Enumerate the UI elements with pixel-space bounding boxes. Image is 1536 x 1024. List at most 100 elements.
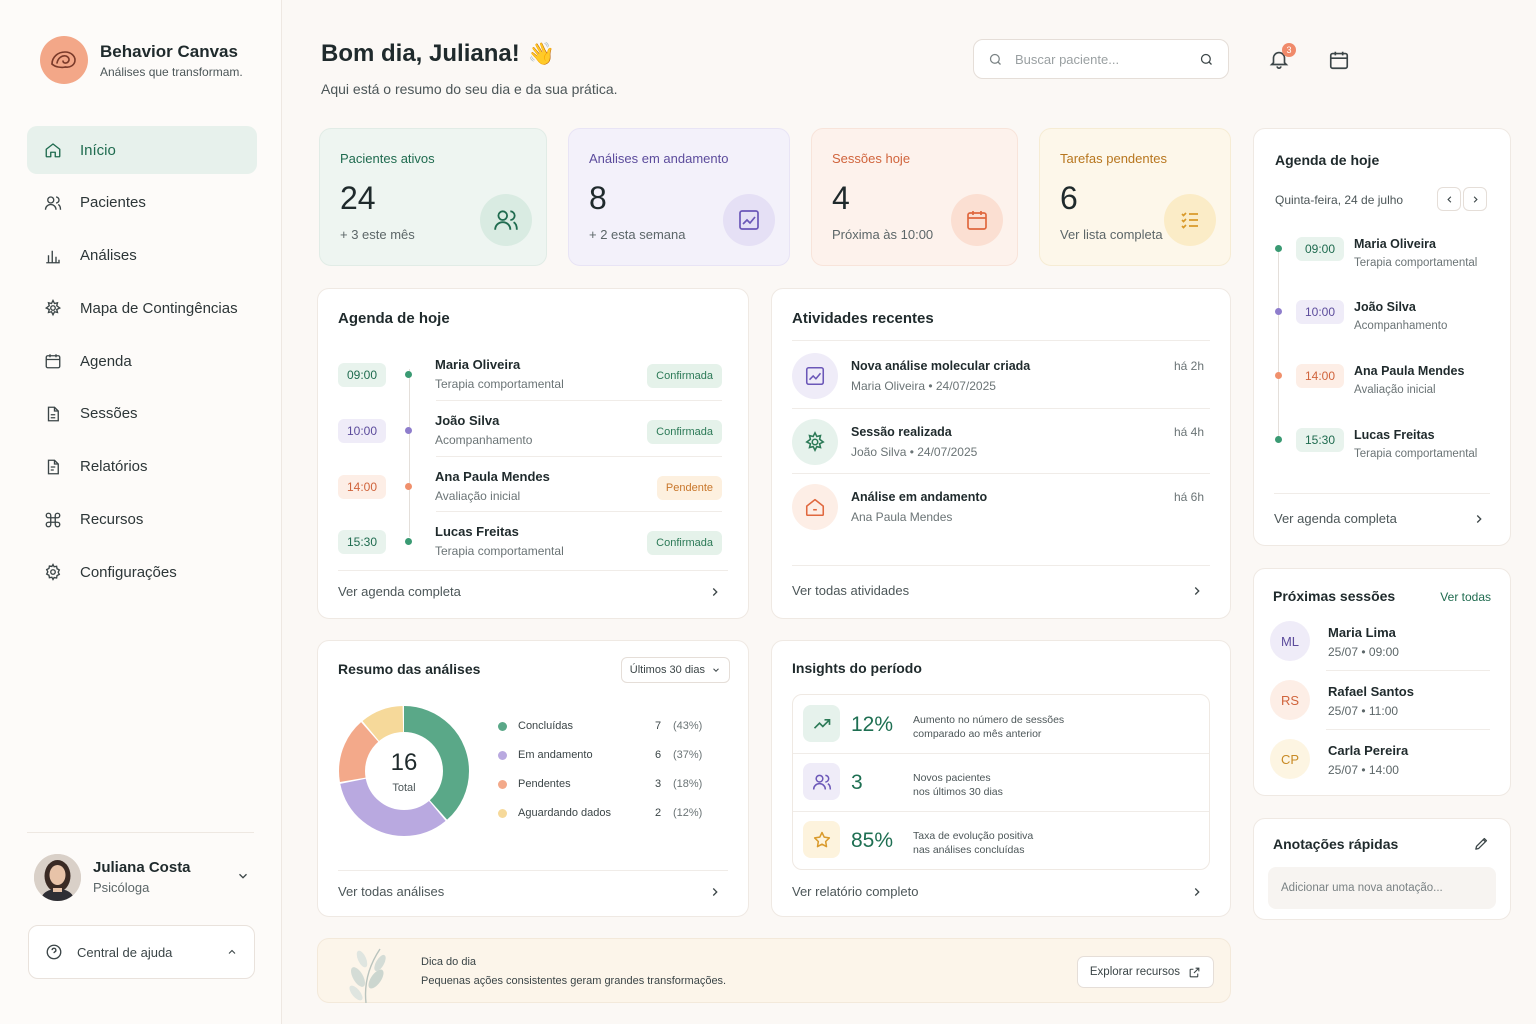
- timeline-dot: [405, 427, 412, 434]
- chevron-right-icon: [1472, 512, 1486, 526]
- patient-name: Ana Paula Mendes: [435, 469, 550, 484]
- stat-value: 4: [832, 180, 850, 216]
- explore-resources-button[interactable]: Explorar recursos: [1076, 956, 1214, 988]
- search-submit-icon[interactable]: [1199, 52, 1214, 67]
- period-select[interactable]: Últimos 30 dias: [620, 657, 730, 683]
- insight-line: Aumento no número de sessões: [913, 714, 1065, 726]
- search-box[interactable]: [973, 39, 1229, 79]
- agenda-row[interactable]: 09:00 Maria Oliveira Terapia comportamen…: [338, 357, 722, 411]
- agenda-row[interactable]: 15:30 Lucas Freitas Terapia comportament…: [1274, 426, 1490, 476]
- link-label: Ver todas análises: [338, 884, 445, 899]
- session-item[interactable]: ML Maria Lima 25/07 • 09:00: [1270, 621, 1490, 665]
- tip-banner: Dica do dia Pequenas ações consistentes …: [317, 938, 1231, 1003]
- nav-item-recursos[interactable]: Recursos: [27, 496, 257, 544]
- stat-value: 6: [1060, 180, 1078, 216]
- patient-name: Maria Oliveira: [1354, 237, 1436, 251]
- agenda-row[interactable]: 14:00 Ana Paula Mendes Avaliação inicial…: [338, 469, 722, 523]
- session-type: Terapia comportamental: [1354, 448, 1478, 460]
- stat-card-analyses[interactable]: Análises em andamento 8 + 2 esta semana: [568, 128, 790, 266]
- nav-label: Agenda: [80, 352, 132, 370]
- report-icon: [43, 457, 63, 477]
- flower-gear-icon: [792, 419, 838, 465]
- stat-value: 8: [589, 180, 607, 216]
- stat-card-patients[interactable]: Pacientes ativos 24 + 3 este mês: [319, 128, 547, 266]
- nav-item-sessoes[interactable]: Sessões: [27, 390, 257, 438]
- users-icon: [43, 193, 63, 213]
- nav-item-inicio[interactable]: Início: [27, 126, 257, 174]
- view-all-sessions-link[interactable]: Ver todas: [1440, 590, 1491, 604]
- legend-value: 2: [655, 807, 662, 819]
- view-full-agenda-link[interactable]: Ver agenda completa: [338, 584, 722, 599]
- search-input[interactable]: [1015, 51, 1185, 67]
- patient-name: Carla Pereira: [1328, 743, 1409, 758]
- divider: [1326, 729, 1490, 730]
- view-full-agenda-link[interactable]: Ver agenda completa: [1274, 511, 1486, 526]
- brand[interactable]: Behavior Canvas Análises que transformam…: [40, 36, 243, 84]
- view-all-analyses-link[interactable]: Ver todas análises: [338, 884, 722, 899]
- nav-label: Início: [80, 141, 116, 159]
- command-icon: [43, 510, 63, 530]
- time-pill: 15:30: [1296, 428, 1344, 452]
- agenda-row[interactable]: 10:00 João Silva Acompanhamento Confirma…: [338, 413, 722, 467]
- document-icon: [43, 404, 63, 424]
- legend-label: Pendentes: [518, 778, 571, 790]
- stat-card-tasks[interactable]: Tarefas pendentes 6 Ver lista completa: [1039, 128, 1231, 266]
- notifications-button[interactable]: 3: [1268, 43, 1296, 70]
- session-item[interactable]: CP Carla Pereira 25/07 • 14:00: [1270, 739, 1490, 783]
- legend-item: Em andamento 6 (37%): [498, 748, 708, 764]
- patient-name: Ana Paula Mendes: [1354, 364, 1465, 378]
- stat-sub: + 2 esta semana: [589, 227, 686, 242]
- legend-label: Em andamento: [518, 749, 593, 761]
- divider: [436, 456, 722, 457]
- donut-slice-1: [339, 706, 469, 836]
- chart-line-icon: [723, 194, 775, 246]
- timeline-dot: [405, 538, 412, 545]
- nav-label: Pacientes: [80, 194, 146, 212]
- agenda-row[interactable]: 09:00 Maria Oliveira Terapia comportamen…: [1274, 235, 1490, 285]
- nav-label: Relatórios: [80, 458, 148, 476]
- nav-item-agenda[interactable]: Agenda: [27, 337, 257, 385]
- session-item[interactable]: RS Rafael Santos 25/07 • 11:00: [1270, 680, 1490, 724]
- activity-item[interactable]: Nova análise molecular criada Maria Oliv…: [792, 353, 1204, 401]
- stat-sub[interactable]: Ver lista completa: [1060, 227, 1163, 242]
- prev-day-button[interactable]: [1437, 187, 1461, 211]
- insight-line: nos últimos 30 dias: [913, 786, 1003, 798]
- star-icon: [803, 821, 840, 858]
- timeline-dot: [1275, 372, 1282, 379]
- agenda-card: Agenda de hoje 09:00 Maria Oliveira Tera…: [317, 288, 749, 619]
- view-full-report-link[interactable]: Ver relatório completo: [792, 884, 1204, 899]
- calendar-button[interactable]: [1328, 49, 1350, 71]
- nav-item-mapa[interactable]: Mapa de Contingências: [27, 284, 257, 332]
- user-profile[interactable]: Juliana Costa Psicóloga: [34, 853, 256, 901]
- wave-icon: 👋: [527, 41, 556, 66]
- next-day-button[interactable]: [1463, 187, 1487, 211]
- activity-title: Nova análise molecular criada: [851, 359, 1031, 373]
- nav-item-pacientes[interactable]: Pacientes: [27, 179, 257, 227]
- agenda-row[interactable]: 10:00 João Silva Acompanhamento: [1274, 298, 1490, 348]
- divider: [792, 408, 1210, 409]
- nav-item-configuracoes[interactable]: Configurações: [27, 548, 257, 596]
- nav-item-analises[interactable]: Análises: [27, 232, 257, 280]
- stat-sub: + 3 este mês: [340, 227, 415, 242]
- session-type: Terapia comportamental: [435, 377, 564, 391]
- stat-card-sessions[interactable]: Sessões hoje 4 Próxima às 10:00: [811, 128, 1018, 266]
- pencil-icon[interactable]: [1473, 835, 1490, 852]
- new-note-input[interactable]: [1268, 867, 1496, 909]
- session-type: Acompanhamento: [1354, 320, 1448, 332]
- legend-label: Aguardando dados: [518, 807, 611, 819]
- activity-title: Análise em andamento: [851, 490, 988, 504]
- agenda-row[interactable]: 15:30 Lucas Freitas Terapia comportament…: [338, 524, 722, 578]
- stat-sub: Próxima às 10:00: [832, 227, 934, 242]
- activity-item[interactable]: Análise em andamento Ana Paula Mendes há…: [792, 484, 1204, 532]
- activity-item[interactable]: Sessão realizada João Silva • 24/07/2025…: [792, 419, 1204, 467]
- initials-avatar: RS: [1270, 680, 1310, 720]
- help-center-button[interactable]: Central de ajuda: [28, 925, 255, 979]
- chevron-down-icon[interactable]: [236, 869, 250, 883]
- agenda-row[interactable]: 14:00 Ana Paula Mendes Avaliação inicial: [1274, 362, 1490, 412]
- nav-item-relatorios[interactable]: Relatórios: [27, 443, 257, 491]
- link-label: Ver agenda completa: [1274, 511, 1397, 526]
- view-all-activities-link[interactable]: Ver todas atividades: [792, 583, 1204, 598]
- legend-percent: (37%): [673, 749, 703, 761]
- notification-count-badge: 3: [1282, 43, 1296, 57]
- insight-text: Taxa de evolução positiva nas análises c…: [913, 829, 1093, 857]
